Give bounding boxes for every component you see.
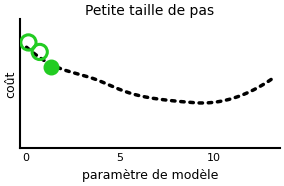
- Title: Petite taille de pas: Petite taille de pas: [85, 4, 214, 18]
- X-axis label: paramètre de modèle: paramètre de modèle: [82, 169, 218, 182]
- Point: [49, 65, 53, 68]
- Point: [37, 50, 42, 53]
- Y-axis label: coût: coût: [4, 70, 17, 98]
- Point: [26, 41, 31, 44]
